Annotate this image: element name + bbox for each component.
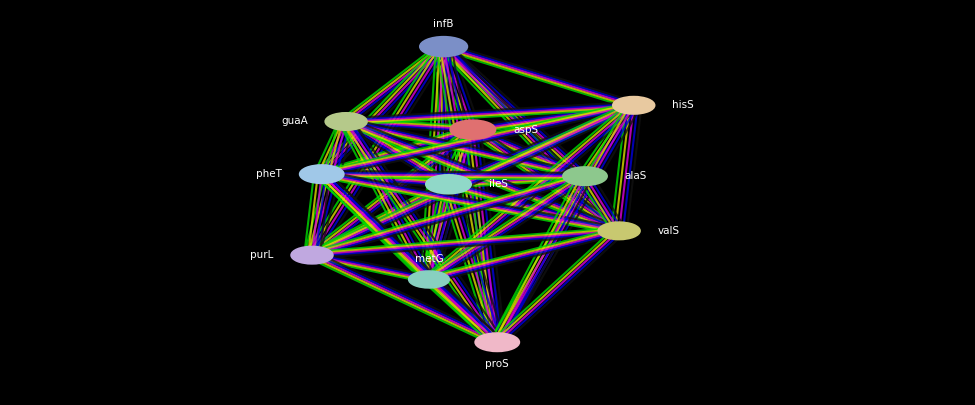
Text: hisS: hisS xyxy=(672,100,694,110)
Circle shape xyxy=(420,37,467,56)
Text: proS: proS xyxy=(486,359,509,369)
Circle shape xyxy=(299,165,344,183)
Circle shape xyxy=(292,247,332,264)
Text: metG: metG xyxy=(414,254,444,264)
Circle shape xyxy=(426,175,471,194)
Circle shape xyxy=(409,271,449,288)
Text: valS: valS xyxy=(657,226,680,236)
Circle shape xyxy=(475,333,520,352)
Text: purL: purL xyxy=(251,250,274,260)
Text: alaS: alaS xyxy=(625,171,647,181)
Circle shape xyxy=(563,167,607,185)
Text: ileS: ileS xyxy=(488,179,508,189)
Text: pheT: pheT xyxy=(256,169,282,179)
Text: guaA: guaA xyxy=(281,117,308,126)
Circle shape xyxy=(326,113,367,130)
Circle shape xyxy=(599,222,640,239)
Circle shape xyxy=(450,120,495,139)
Circle shape xyxy=(613,97,654,114)
Text: aspS: aspS xyxy=(513,125,538,134)
Text: infB: infB xyxy=(433,19,454,30)
